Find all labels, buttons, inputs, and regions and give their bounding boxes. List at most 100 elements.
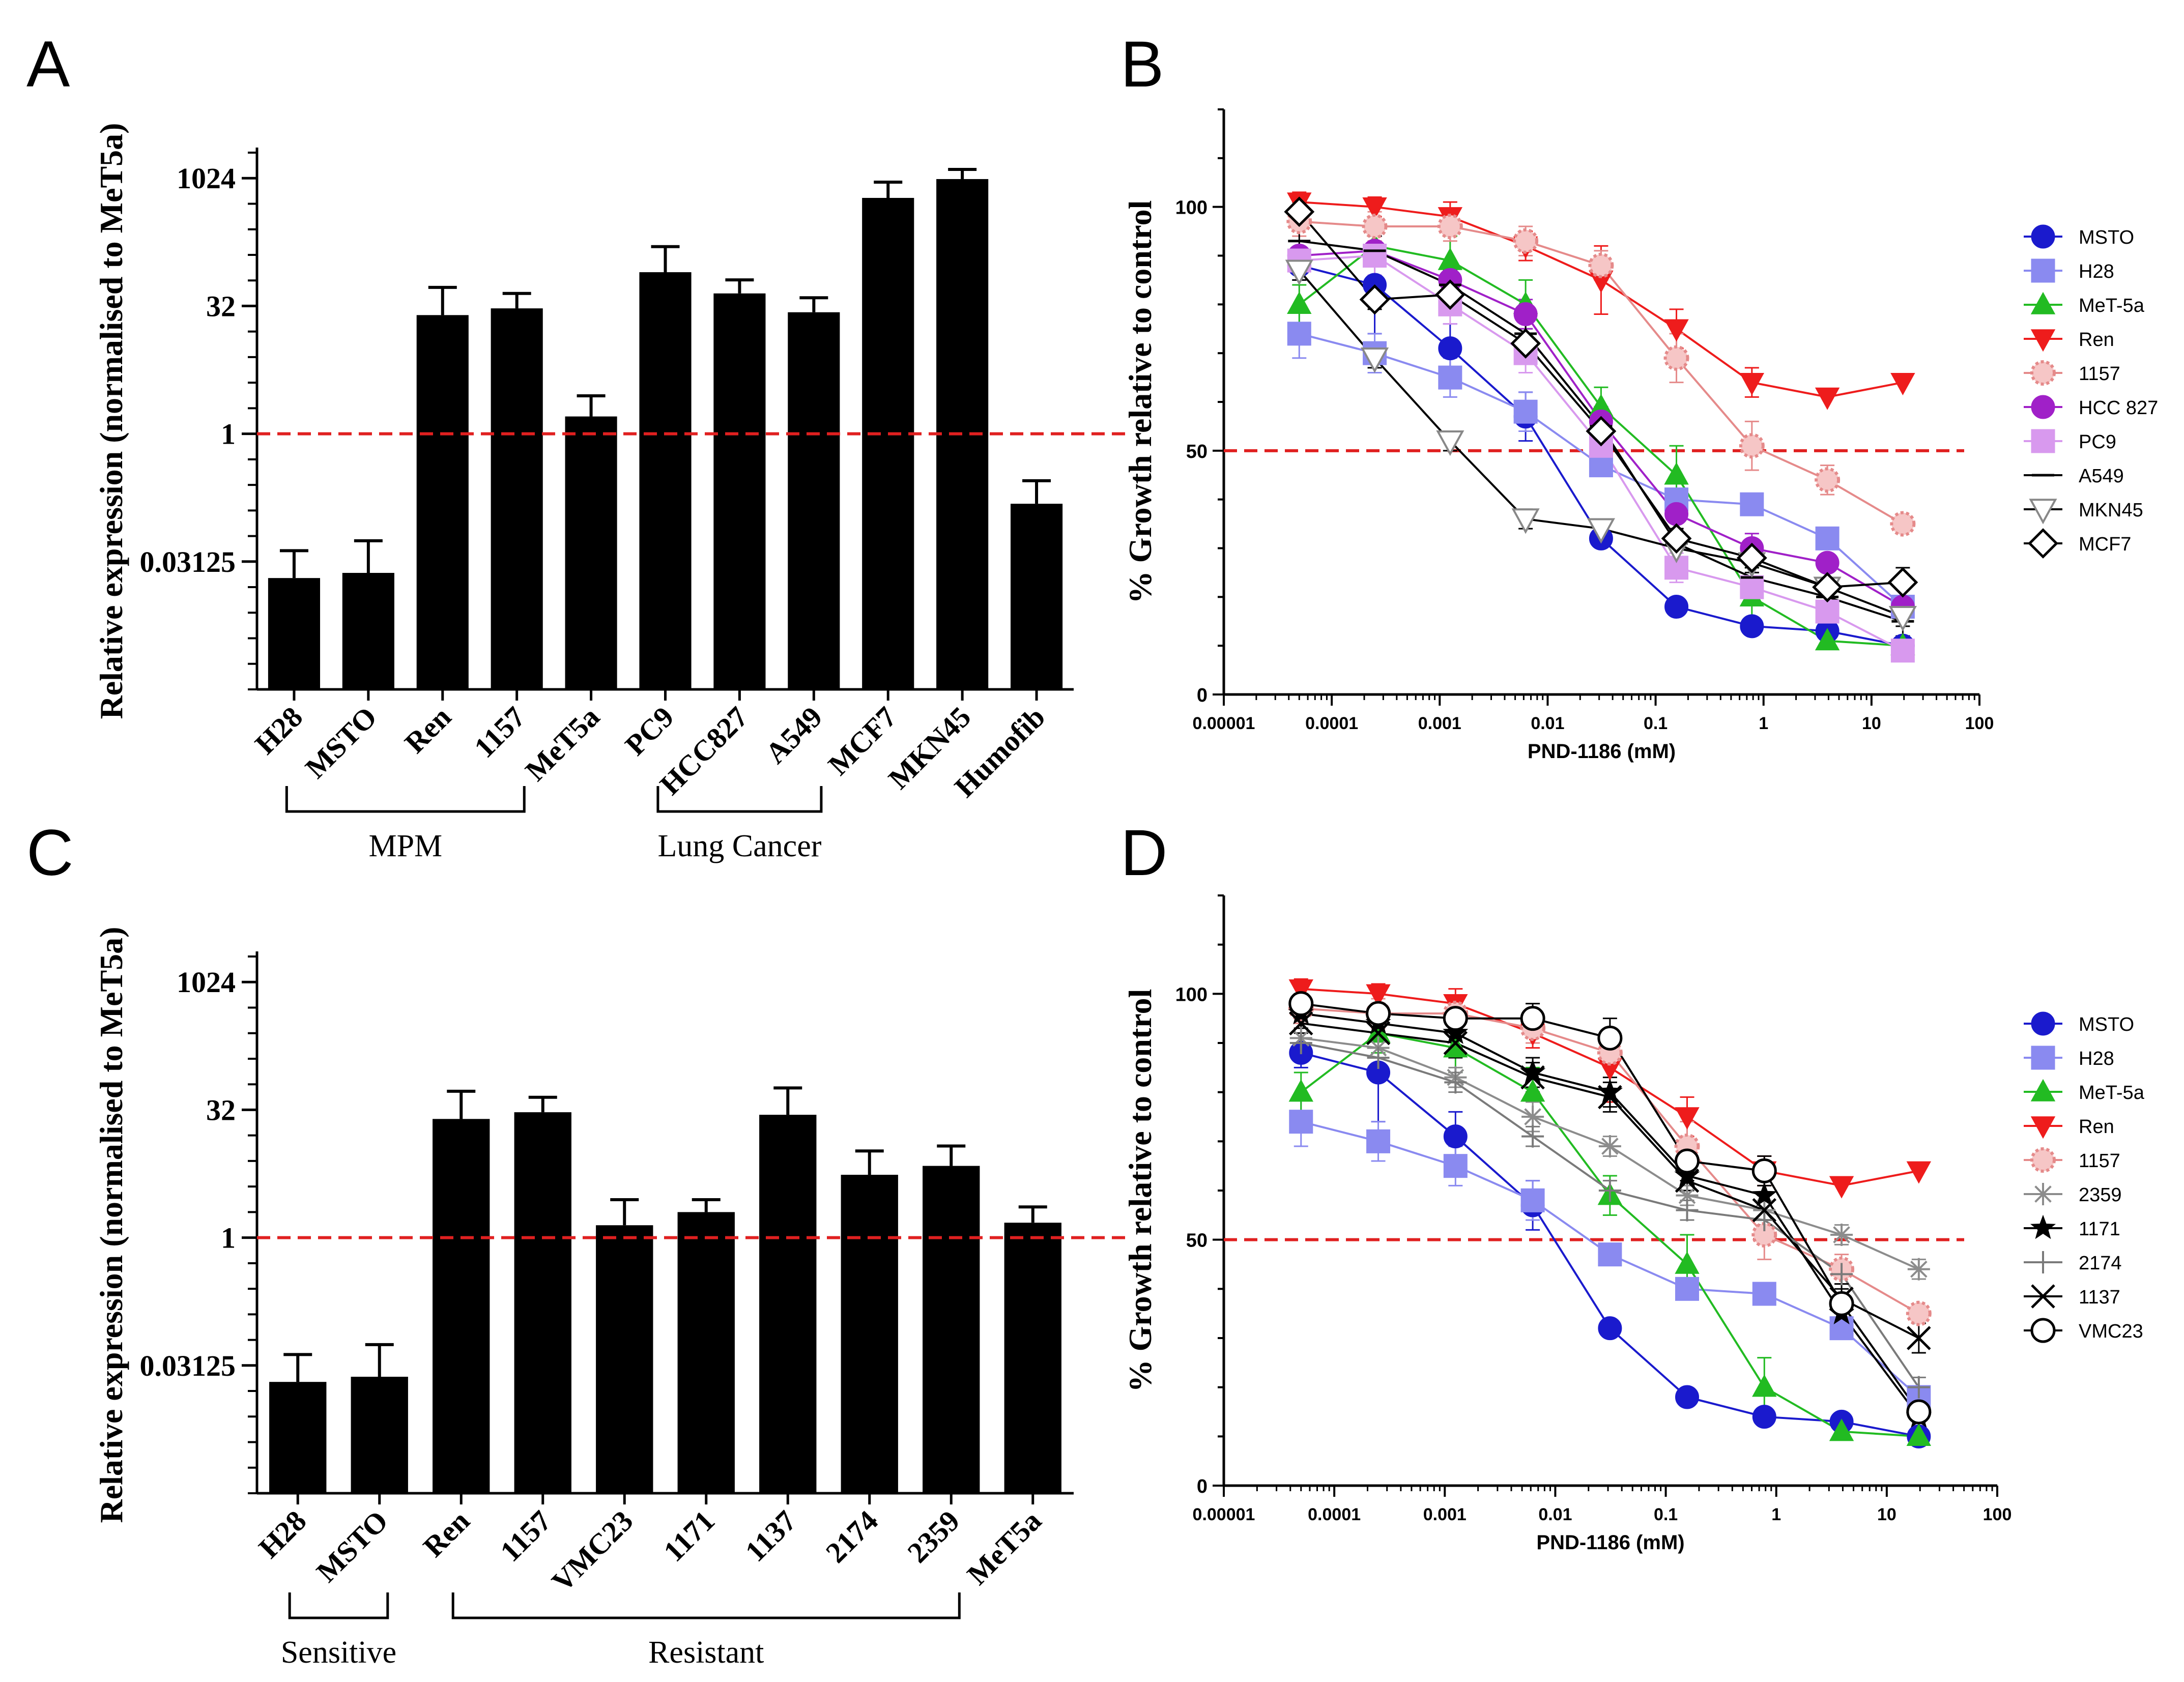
x-tick-label-ren: Ren [398, 700, 457, 760]
point-1157 [1588, 252, 1614, 278]
point-ren [1906, 1161, 1932, 1184]
point-hcc-827 [1664, 502, 1689, 526]
legend-label-1157: 1157 [2079, 1150, 2120, 1172]
y-tick-label: 1024 [177, 966, 236, 999]
point-1157 [1362, 214, 1388, 239]
point-2359 [1598, 1135, 1621, 1157]
legend-marker-h28 [2031, 258, 2055, 283]
point-1157 [1890, 511, 1916, 537]
y-tick-label: 32 [206, 289, 236, 323]
y-tick-label: 0.03125 [140, 545, 236, 578]
y-tick-label: 1024 [177, 162, 236, 195]
x-tick-label-ren: Ren [417, 1504, 476, 1563]
group-label-sensitive: Sensitive [281, 1635, 396, 1670]
point-pc9 [1815, 599, 1840, 624]
point-h28 [1287, 322, 1311, 346]
point-1171 [1443, 1020, 1469, 1044]
point-mcf7 [1284, 196, 1315, 227]
point-met-5a [1829, 1418, 1854, 1441]
x-tick-label: 0.00001 [1193, 714, 1255, 733]
bar-ren [433, 1119, 490, 1493]
x-tick-label-1137: 1137 [739, 1504, 803, 1568]
point-pc9 [1363, 244, 1387, 268]
y-tick-label: 0.03125 [140, 1349, 236, 1382]
x-tick-label: 0.01 [1531, 714, 1564, 733]
point-msto [1438, 336, 1462, 361]
point-msto [1675, 1385, 1700, 1409]
point-2174 [1830, 1263, 1853, 1286]
legend-marker-h28 [2031, 1046, 2055, 1070]
panel-a-bar-chart: 1024 32 1 0.03125 Relative expression (norma… [93, 123, 1126, 863]
point-2359 [1907, 1258, 1930, 1281]
x-tick-label: 0.1 [1644, 714, 1668, 733]
legend-label-hcc-827: HCC 827 [2079, 397, 2158, 419]
group-bracket-lung-cancer [656, 786, 823, 813]
point-1157 [1906, 1300, 1932, 1326]
x-axis-title: PND-1186 (mM) [1536, 1531, 1684, 1554]
legend-label-ren: Ren [2079, 329, 2114, 351]
x-tick-label: 10 [1862, 714, 1881, 733]
legend-marker-vmc23 [2030, 1318, 2056, 1343]
point-mcf7 [1359, 284, 1390, 315]
point-met-5a [1675, 1251, 1700, 1274]
point-mkn45 [1511, 508, 1540, 534]
legend-marker-msto [2031, 1011, 2055, 1036]
point-1171 [1597, 1079, 1623, 1103]
point-mcf7 [1510, 328, 1541, 359]
point-h28 [1443, 1154, 1468, 1178]
point-h28 [1740, 492, 1764, 516]
point-ren [1739, 372, 1765, 395]
legend-label-2359: 2359 [2079, 1184, 2122, 1206]
panel-d-line-chart: 0 50 100 0.00001 0.0001 0.001 0.01 0.1 1 10 100 PND… [1122, 894, 2145, 1554]
point-msto [1598, 1316, 1622, 1341]
legend-label-mcf7: MCF7 [2079, 534, 2131, 555]
panel-b-line-chart: 0 50 100 0.00001 0.0001 0.001 0.01 0.1 1 10 100 PND… [1122, 108, 2158, 763]
x-tick-label: 100 [1965, 714, 1994, 733]
point-vmc23 [1366, 1001, 1391, 1026]
legend-label-pc9: PC9 [2079, 431, 2116, 453]
x-tick-label-1171: 1171 [657, 1504, 721, 1568]
legend-label-1137: 1137 [2079, 1287, 2120, 1308]
point-2174 [1367, 1047, 1390, 1069]
point-ren [1362, 197, 1387, 220]
panel-letter-b: B [1120, 28, 1164, 101]
x-tick-label-a549: A549 [759, 700, 828, 770]
bar-1137 [759, 1115, 817, 1493]
x-tick-label-h28: H28 [248, 700, 309, 761]
y-tick-label: 1 [221, 1222, 236, 1255]
y-tick-label: 50 [1186, 441, 1208, 462]
point-1137 [1907, 1326, 1931, 1350]
x-tick-label-met5a: MeT5a [519, 700, 606, 787]
x-tick-label-h28: H28 [252, 1504, 313, 1564]
y-tick-label: 50 [1186, 1230, 1208, 1252]
legend-label-msto: MSTO [2079, 1014, 2134, 1035]
legend-marker-2174 [2032, 1251, 2054, 1273]
point-mcf7 [1812, 572, 1843, 603]
point-1157 [1513, 228, 1539, 254]
point-mcf7 [1586, 416, 1617, 447]
x-tick-label-vmc23: VMC23 [545, 1504, 640, 1598]
legend-marker-msto [2031, 224, 2055, 249]
legend-marker-1157 [2030, 360, 2056, 386]
x-tick-label: 10 [1877, 1505, 1896, 1524]
point-met-5a [1752, 1374, 1777, 1397]
point-h28 [1752, 1282, 1776, 1306]
legend-label-1171: 1171 [2079, 1219, 2120, 1240]
point-1137 [1366, 1021, 1391, 1046]
bar-hcc827 [713, 293, 766, 689]
legend-label-ren: Ren [2079, 1116, 2114, 1138]
legend-marker-met-5a [2030, 1079, 2056, 1101]
point-1171 [1520, 1059, 1546, 1084]
bar-2174 [841, 1175, 898, 1493]
x-tick-label-msto: MSTO [299, 700, 383, 785]
x-axis-title: PND-1186 (mM) [1528, 740, 1676, 763]
legend-marker-ren [2030, 329, 2056, 352]
point-h28 [1513, 399, 1538, 424]
point-2174 [1753, 1209, 1776, 1231]
x-tick-label: 1 [1771, 1505, 1781, 1524]
bar-ren [416, 315, 469, 689]
bar-h28 [269, 1382, 327, 1493]
y-tick-label: 100 [1175, 984, 1208, 1005]
x-tick-label: 0.001 [1418, 714, 1461, 733]
legend-label-1157: 1157 [2079, 363, 2120, 385]
